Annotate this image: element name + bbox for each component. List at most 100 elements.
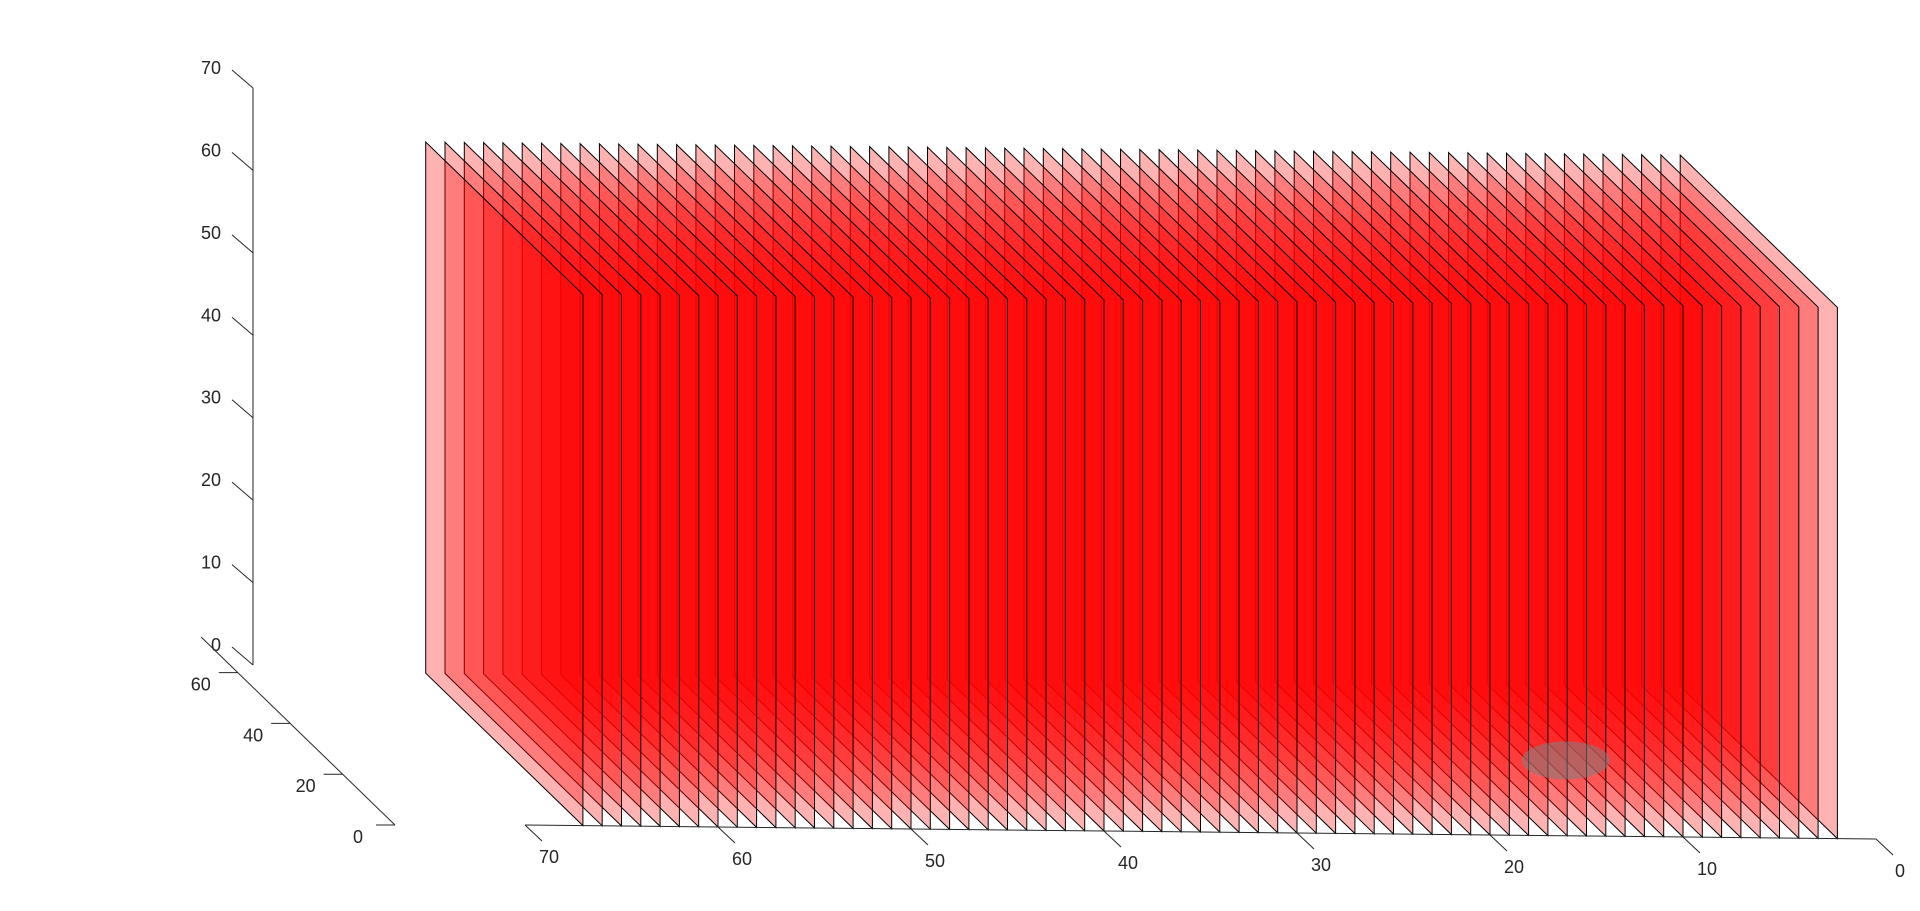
slice-plane (734, 144, 893, 830)
x-tick (1875, 838, 1894, 856)
x-tick-label: 0 (1895, 861, 1905, 881)
x-axis-line (524, 824, 1877, 840)
x-tick-label: 50 (925, 851, 945, 871)
slice-plane (1197, 148, 1356, 835)
slice-plane (830, 145, 989, 831)
slice-plane (1544, 152, 1703, 839)
slice-plane (1042, 147, 1201, 834)
z-tick-label: 60 (201, 140, 221, 160)
slice-plane (579, 142, 738, 829)
slice-plane (695, 143, 854, 830)
slice-plane (1660, 153, 1819, 840)
slice-plane (1506, 152, 1665, 838)
slice-plane (753, 144, 912, 831)
slice-plane (521, 141, 680, 828)
slice-plane (791, 144, 951, 831)
slice-plane (444, 141, 603, 827)
x-tick (1489, 834, 1508, 852)
z-tick-label: 30 (201, 388, 221, 408)
z-tick (231, 564, 254, 583)
slice-plane (425, 140, 584, 827)
slice-plane (1428, 151, 1587, 838)
z-tick (231, 646, 254, 666)
slice-plane (1409, 151, 1568, 837)
slice-plane (1679, 153, 1838, 840)
z-tick (231, 234, 254, 254)
slice-plane (1563, 152, 1723, 839)
slice-plane (1139, 148, 1298, 835)
z-tick-label: 0 (211, 635, 221, 655)
slice-plane (1583, 152, 1742, 839)
slice-plane (637, 143, 796, 829)
slice-plane (1274, 149, 1433, 836)
slice-plane (541, 142, 700, 828)
slice-plane (1235, 149, 1394, 836)
x-tick (524, 824, 543, 842)
slice-plane (483, 141, 642, 828)
z-tick-label: 40 (201, 305, 221, 325)
x-tick-label: 30 (1311, 855, 1331, 875)
slice-plane (1641, 153, 1800, 840)
slice-plane (1621, 153, 1780, 840)
slice-plane (984, 146, 1144, 833)
x-tick-label: 20 (1504, 857, 1524, 877)
slice-plane (656, 143, 815, 830)
z-tick-label: 20 (201, 470, 221, 490)
slice-plane (927, 146, 1086, 832)
slice-plane (714, 143, 873, 830)
x-tick-label: 10 (1697, 859, 1717, 879)
slice-plane (1100, 147, 1259, 834)
slice-plane (907, 145, 1066, 832)
x-tick (1103, 830, 1122, 848)
slice-plane (1255, 149, 1414, 836)
slice-plane (1004, 146, 1163, 833)
z-tick-label: 50 (201, 223, 221, 243)
slice-plane (811, 144, 970, 831)
y-tick-label: 40 (243, 725, 263, 745)
slice-plane (1081, 147, 1240, 834)
slice-plane (1158, 148, 1317, 835)
slice-plane (502, 141, 661, 828)
slice-plane (618, 142, 777, 829)
slice-plane (1525, 152, 1684, 839)
z-tick-label: 10 (201, 553, 221, 573)
z-tick (231, 69, 254, 89)
x-tick-label: 60 (732, 849, 752, 869)
y-tick-label: 20 (296, 776, 316, 796)
slice-plane (1216, 149, 1375, 835)
slice-plane (946, 146, 1105, 833)
y-tick-label: 60 (191, 675, 211, 695)
x-tick (1296, 832, 1315, 850)
slice-plane (463, 141, 622, 828)
slice-plane (1370, 150, 1530, 837)
slice-plane (1467, 151, 1626, 838)
z-tick (231, 399, 254, 419)
y-tick-label: 0 (353, 827, 363, 847)
x-tick (910, 828, 929, 846)
z-tick (231, 152, 254, 171)
slice-plane (772, 144, 931, 831)
slice-plane (1062, 147, 1221, 834)
z-tick (231, 481, 254, 501)
slice-plane (1486, 151, 1645, 838)
slice-plane (676, 143, 835, 830)
slice-plane (1293, 149, 1452, 836)
slice-plane (1177, 148, 1337, 835)
z-tick (231, 316, 254, 336)
x-tick-label: 40 (1118, 853, 1138, 873)
y-axis-line (200, 636, 396, 826)
slice-plane (1448, 151, 1607, 838)
slice-plane (1120, 148, 1279, 834)
x-tick-label: 70 (539, 847, 559, 867)
slice-plane (1332, 150, 1491, 837)
x-tick (717, 826, 736, 844)
slice-plane (888, 145, 1047, 832)
highlight-ellipse (1521, 741, 1610, 780)
slice-plane (1313, 150, 1472, 836)
x-tick (1682, 836, 1701, 854)
slices-layer (425, 140, 1838, 840)
slice-plane (560, 142, 719, 829)
slice-plane (869, 145, 1028, 832)
